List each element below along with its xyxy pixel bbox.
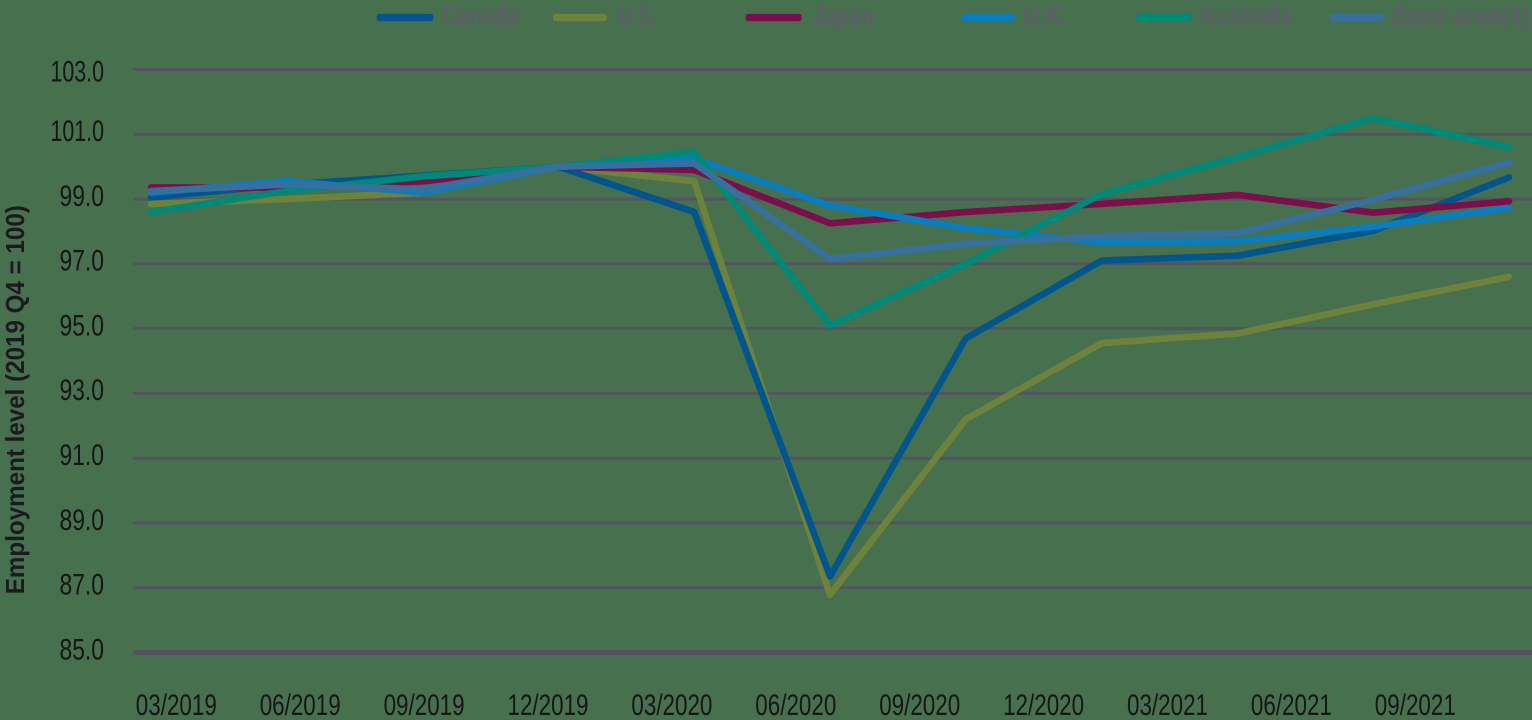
svg-text:103.0: 103.0 — [51, 55, 105, 88]
svg-text:09/2020: 09/2020 — [879, 689, 960, 720]
svg-text:101.0: 101.0 — [51, 115, 105, 148]
svg-text:06/2019: 06/2019 — [260, 689, 341, 720]
svg-text:89.0: 89.0 — [60, 504, 105, 537]
svg-text:12/2020: 12/2020 — [1003, 689, 1084, 720]
svg-text:93.0: 93.0 — [60, 374, 105, 407]
svg-text:03/2019: 03/2019 — [136, 689, 217, 720]
svg-text:91.0: 91.0 — [60, 439, 105, 472]
svg-text:Australia: Australia — [1201, 0, 1293, 31]
svg-text:85.0: 85.0 — [60, 633, 105, 666]
svg-text:95.0: 95.0 — [60, 309, 105, 342]
svg-text:03/2021: 03/2021 — [1127, 689, 1208, 720]
svg-text:U.K.: U.K. — [1024, 0, 1068, 31]
svg-text:97.0: 97.0 — [60, 245, 105, 278]
svg-text:03/2020: 03/2020 — [631, 689, 712, 720]
svg-text:87.0: 87.0 — [60, 569, 105, 602]
svg-text:U.S.: U.S. — [618, 0, 657, 31]
svg-text:06/2021: 06/2021 — [1251, 689, 1332, 720]
svg-text:Employment level (2019 Q4 = 10: Employment level (2019 Q4 = 100) — [0, 205, 30, 594]
svg-text:Japan: Japan — [813, 0, 875, 31]
svg-text:99.0: 99.0 — [60, 180, 105, 213]
svg-text:12/2019: 12/2019 — [508, 689, 589, 720]
svg-text:06/2020: 06/2020 — [755, 689, 836, 720]
svg-text:Canada: Canada — [442, 0, 519, 31]
svg-text:09/2021: 09/2021 — [1375, 689, 1456, 720]
svg-text:Euro area(4): Euro area(4) — [1393, 0, 1530, 31]
svg-text:09/2019: 09/2019 — [384, 689, 465, 720]
